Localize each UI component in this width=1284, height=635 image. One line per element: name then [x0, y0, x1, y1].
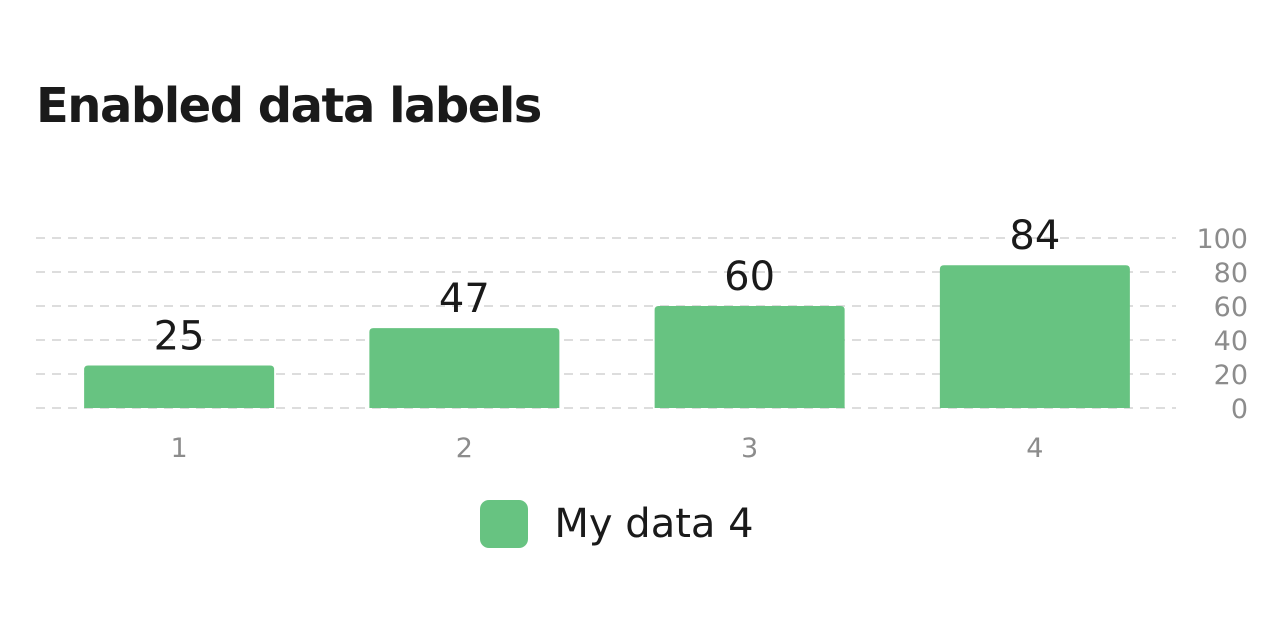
- y-tick-label: 60: [1214, 292, 1248, 323]
- x-tick-label: 2: [456, 433, 473, 464]
- bar-1[interactable]: [84, 365, 275, 409]
- legend-label[interactable]: My data 4: [554, 501, 754, 547]
- data-label: 25: [154, 314, 205, 360]
- x-tick-label: 3: [741, 433, 758, 464]
- y-tick-label: 0: [1231, 394, 1248, 425]
- data-label: 47: [439, 276, 490, 322]
- legend-swatch[interactable]: [480, 500, 529, 548]
- data-label: 60: [724, 254, 775, 300]
- x-tick-label: 4: [1026, 433, 1043, 464]
- y-tick-label: 100: [1196, 224, 1248, 255]
- bar-4[interactable]: [939, 265, 1130, 408]
- data-label: 84: [1009, 213, 1060, 259]
- bar-2[interactable]: [369, 328, 560, 408]
- y-tick-label: 40: [1214, 326, 1248, 357]
- bar-3[interactable]: [654, 306, 845, 408]
- y-tick-label: 80: [1214, 258, 1248, 289]
- y-tick-label: 20: [1214, 360, 1248, 391]
- legend: My data 4: [0, 500, 1234, 548]
- x-tick-label: 1: [171, 433, 188, 464]
- chart-title: Enabled data labels: [36, 78, 542, 134]
